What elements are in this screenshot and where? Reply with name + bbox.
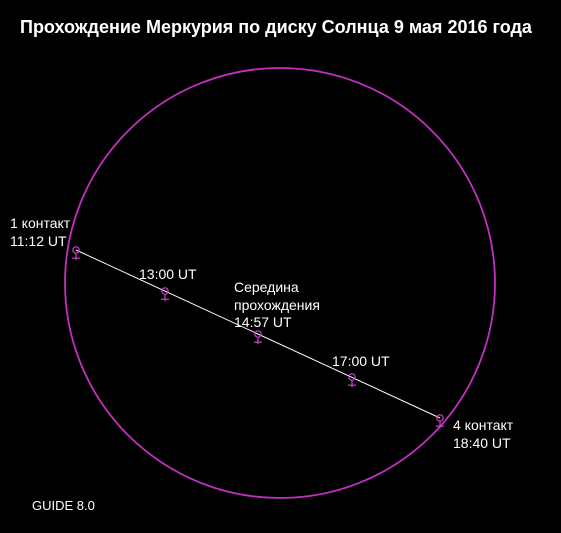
label-1700: 17:00 UT: [332, 353, 390, 371]
diagram-svg: [0, 0, 561, 533]
mercury-marker-t1300: [161, 288, 169, 301]
label-mid: Середина прохождения 14:57 UT: [234, 279, 320, 332]
diagram-title: Прохождение Меркурия по диску Солнца 9 м…: [20, 17, 532, 38]
mercury-marker-mid: [254, 331, 262, 344]
transit-line: [76, 250, 440, 418]
diagram-stage: Прохождение Меркурия по диску Солнца 9 м…: [0, 0, 561, 533]
mercury-marker-contact1: [72, 247, 80, 260]
mercury-marker-t1700: [348, 374, 356, 387]
credit-text: GUIDE 8.0: [32, 498, 95, 513]
label-contact4: 4 контакт 18:40 UT: [453, 417, 513, 452]
mercury-marker-contact4: [436, 415, 444, 428]
label-contact1: 1 контакт 11:12 UT: [10, 215, 70, 250]
label-1300: 13:00 UT: [139, 266, 197, 284]
